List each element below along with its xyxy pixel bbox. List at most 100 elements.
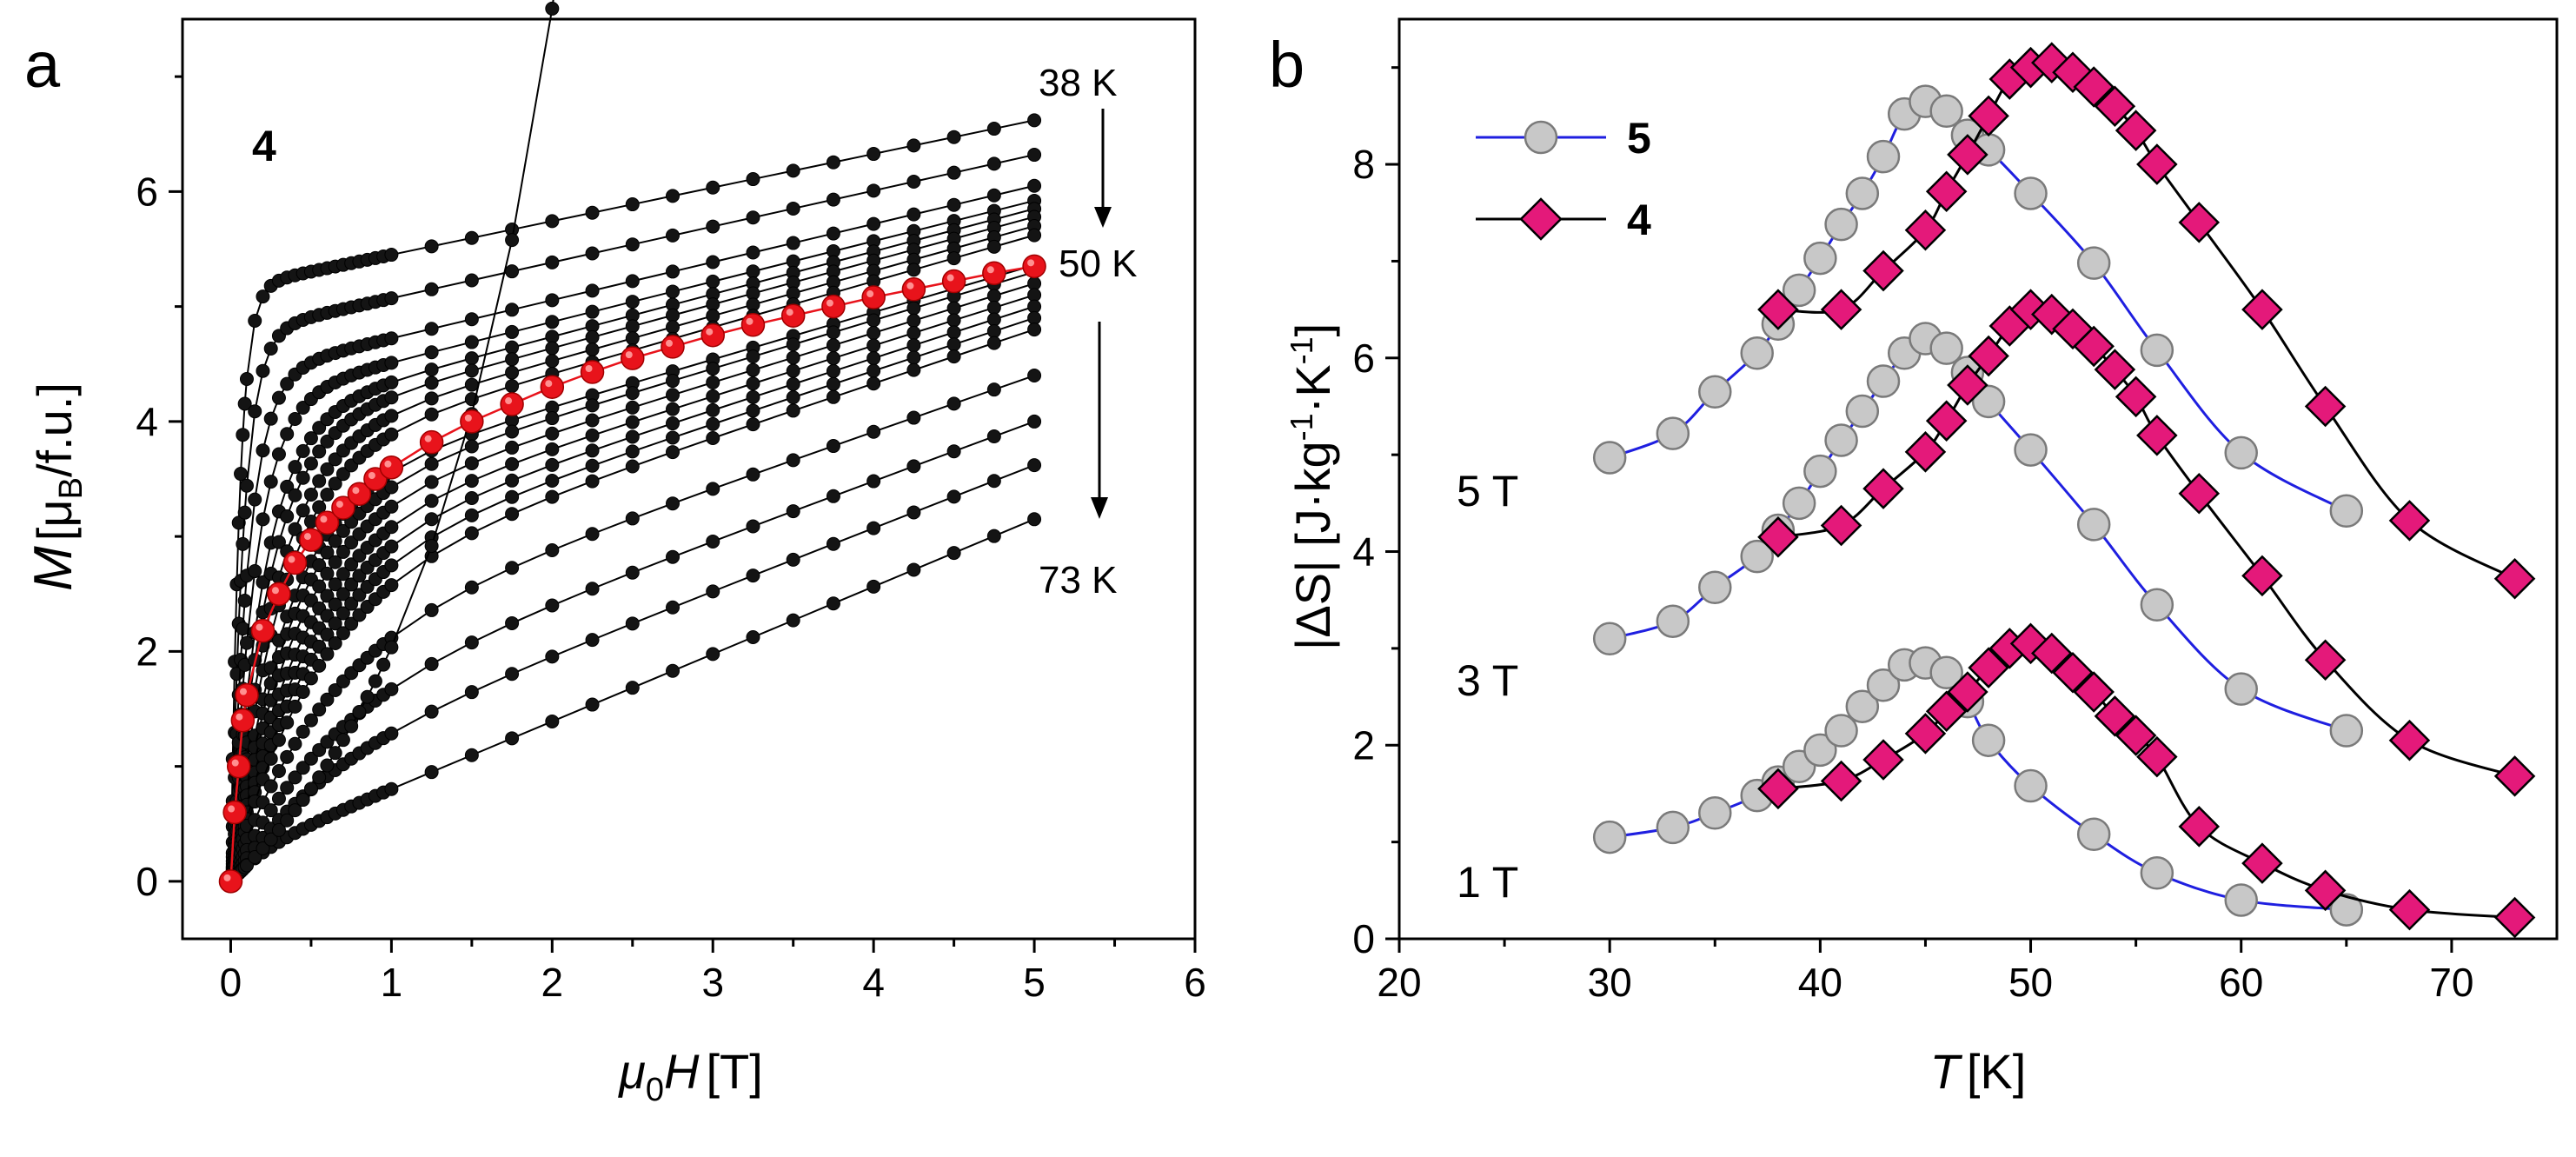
mh-data-point	[344, 577, 359, 592]
marker-diamond	[2304, 385, 2347, 428]
mh-data-point	[424, 494, 439, 509]
mh-data-point	[746, 362, 760, 377]
highlight-point-shine	[231, 759, 239, 767]
mh-data-point	[666, 308, 681, 322]
mh-data-point	[625, 197, 640, 212]
mh-data-point	[946, 349, 961, 364]
mh-data-point	[424, 656, 439, 671]
mh-data-point	[295, 724, 310, 739]
highlight-data-point	[740, 313, 766, 337]
mh-data-point	[906, 301, 921, 316]
mh-data-point	[295, 793, 310, 808]
mh-data-point	[271, 390, 286, 405]
mh-data-point	[335, 674, 350, 688]
mh-data-point	[288, 699, 302, 714]
mh-data-point	[986, 429, 1001, 444]
mh-data-point	[906, 362, 921, 377]
mh-data-point	[320, 434, 335, 449]
panel-a-y-axis-title: M[μB/f.u.]	[23, 382, 90, 591]
panel-a-letter: a	[24, 29, 61, 101]
panel-b-x-axis-title: T [K]	[1930, 1044, 2027, 1099]
mh-data-point	[986, 529, 1001, 543]
mh-data-point	[986, 188, 1001, 203]
mh-data-point	[866, 363, 881, 378]
marker-circle	[1656, 416, 1690, 450]
mh-data-point	[666, 663, 681, 678]
marker-circle	[1845, 176, 1880, 210]
mh-data-point	[1027, 458, 1042, 473]
mh-data-point	[464, 363, 479, 378]
marker-circle	[1971, 384, 2006, 419]
highlight-point-shine	[826, 299, 833, 307]
mh-data-point	[826, 536, 840, 551]
arrow-down-icon	[1094, 109, 1112, 228]
highlight-data-point	[460, 409, 484, 434]
mh-data-point	[906, 562, 921, 577]
y-tick-label: 6	[1352, 336, 1375, 381]
mh-data-point	[625, 415, 640, 429]
mh-data-point	[320, 545, 335, 560]
mh-data-point	[746, 210, 760, 225]
mh-data-point	[328, 616, 342, 631]
mh-data-point	[384, 375, 399, 389]
mh-data-point	[280, 479, 295, 494]
mh-data-point	[256, 363, 270, 378]
panel-a: a 0 1 2 3 4 5 6 0 2 4 6 4 38 K 50 K 73 K M[μB/f.u…	[23, 0, 1206, 1108]
mh-data-point	[320, 588, 335, 603]
marker-circle	[2224, 883, 2258, 917]
mh-data-point	[585, 413, 600, 428]
highlight-data-point	[267, 582, 291, 606]
mh-data-point	[1027, 512, 1042, 527]
mh-data-point	[666, 496, 681, 511]
mh-data-point	[263, 751, 278, 766]
mh-data-point	[986, 324, 1001, 339]
mh-data-point	[263, 779, 278, 794]
mh-data-point	[786, 363, 800, 378]
mh-data-point	[866, 351, 881, 366]
marker-diamond	[1757, 516, 1799, 558]
marker-diamond	[2304, 639, 2347, 682]
mh-data-point	[706, 402, 720, 417]
mh-data-point	[335, 606, 350, 621]
mh-data-point	[826, 363, 840, 378]
mh-data-point	[946, 165, 961, 180]
mh-data-point	[545, 598, 560, 613]
mh-data-point	[746, 376, 760, 391]
marker-circle	[1971, 723, 2006, 757]
mh-data-point	[505, 561, 520, 575]
marker-circle	[2140, 856, 2174, 890]
mh-data-point	[866, 579, 881, 594]
mh-data-point	[263, 411, 278, 426]
highlight-data-point	[235, 682, 259, 708]
x-tick-label: 0	[220, 960, 242, 1005]
marker-circle	[2076, 508, 2111, 542]
mh-data-point	[786, 376, 800, 391]
x-tick-label: 5	[1023, 960, 1046, 1005]
mh-data-point	[625, 331, 640, 346]
mh-data-point	[986, 312, 1001, 327]
mh-data-point	[256, 841, 270, 856]
mh-data-point	[303, 781, 318, 796]
marker-diamond	[2052, 651, 2094, 694]
mh-data-point	[706, 180, 720, 195]
mh-data-point	[625, 459, 640, 474]
mh-data-point	[585, 246, 600, 261]
mh-data-point	[986, 156, 1001, 171]
mh-data-point	[280, 781, 295, 795]
mh-data-point	[986, 382, 1001, 397]
legend-marker-circle	[1524, 120, 1558, 155]
mh-data-point	[946, 197, 961, 212]
mh-data-point	[986, 122, 1001, 136]
highlight-data-point	[379, 455, 404, 480]
marker-circle	[1824, 207, 1858, 242]
marker-circle	[1803, 454, 1837, 489]
mh-data-point	[312, 421, 327, 436]
mh-data-point	[545, 649, 560, 664]
mh-data-point	[303, 456, 318, 471]
mh-data-point	[237, 593, 252, 608]
marker-diamond	[2073, 325, 2115, 368]
mh-data-point	[328, 635, 342, 650]
mh-data-point	[384, 390, 399, 405]
marker-diamond	[2073, 671, 2115, 713]
mh-data-point	[545, 214, 560, 229]
